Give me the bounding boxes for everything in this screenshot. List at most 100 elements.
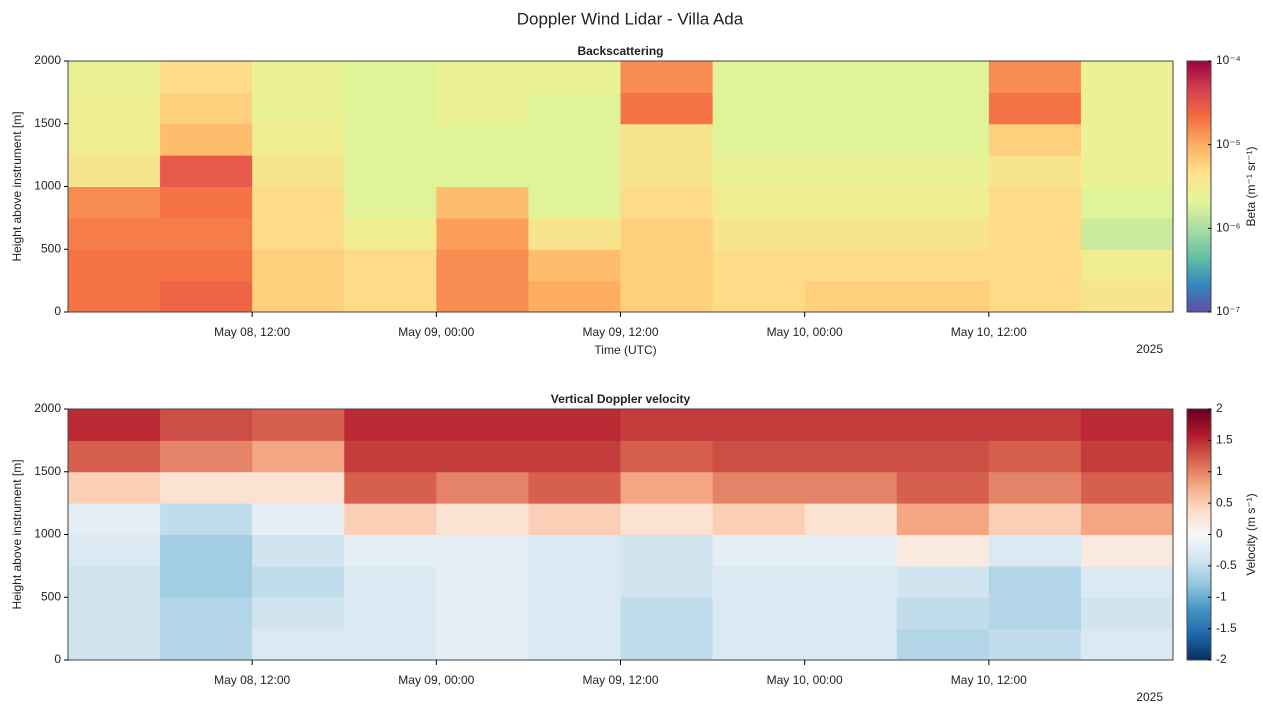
heatmap-cell [344, 123, 437, 156]
heatmap-cell [712, 155, 806, 187]
heatmap-cell [528, 409, 621, 441]
heatmap-cell [344, 92, 437, 125]
heatmap-cell [436, 628, 529, 661]
heatmap-cell [712, 628, 806, 661]
heatmap-cell [528, 155, 621, 187]
y-tick-label: 500 [41, 589, 61, 603]
heatmap-cell [896, 440, 990, 473]
heatmap-cell [1080, 565, 1174, 598]
x-offset-label: 2025 [1136, 342, 1163, 356]
heatmap-cell [160, 186, 253, 219]
heatmap-cell [68, 471, 161, 504]
heatmap-cell [988, 534, 1082, 567]
heatmap-cell [344, 628, 437, 661]
heatmap-cell [1080, 249, 1174, 282]
subplot-title: Backscattering [577, 44, 663, 58]
heatmap-cell [712, 61, 806, 93]
heatmap-cell [344, 565, 437, 598]
heatmap-cell [620, 280, 714, 313]
heatmap-cell [160, 628, 253, 661]
heatmap-cell [68, 280, 161, 313]
x-tick-label: May 08, 12:00 [214, 673, 290, 687]
heatmap-cell [896, 123, 990, 156]
heatmap-cell [1080, 92, 1174, 125]
heatmap-cell [528, 628, 621, 661]
heatmap-cell [528, 217, 621, 250]
heatmap-cell [436, 92, 529, 125]
heatmap-cell [896, 534, 990, 567]
heatmap-cell [436, 565, 529, 598]
heatmap-cell [436, 280, 529, 313]
heatmap-cell [344, 249, 437, 282]
heatmap-cell [896, 61, 990, 93]
heatmap-cell [528, 92, 621, 125]
heatmap-cell [436, 503, 529, 535]
heatmap-cell [712, 597, 806, 630]
heatmap-cell [1080, 628, 1174, 661]
heatmap-cell [252, 249, 345, 282]
heatmap-cell [160, 249, 253, 282]
heatmap-cell [436, 409, 529, 441]
heatmap-cell [252, 92, 345, 125]
heatmap-cell [252, 155, 345, 187]
x-tick-label: May 09, 00:00 [398, 673, 474, 687]
heatmap-cell [252, 123, 345, 156]
heatmap-cell [160, 471, 253, 504]
heatmap-cell [896, 503, 990, 535]
heatmap-cell [804, 280, 898, 313]
heatmap-cell [620, 597, 714, 630]
heatmap-cell [436, 123, 529, 156]
heatmap-cell [344, 409, 437, 441]
heatmap-cell [896, 217, 990, 250]
heatmap-cell [988, 217, 1082, 250]
heatmap-cell [712, 123, 806, 156]
heatmap-cell [988, 155, 1082, 187]
heatmap-cell [160, 92, 253, 125]
heatmap-cell [160, 565, 253, 598]
y-tick-label: 0 [54, 652, 61, 666]
heatmap-cell [988, 565, 1082, 598]
heatmap-cell [988, 123, 1082, 156]
heatmap-cell [712, 471, 806, 504]
heatmap-cell [160, 597, 253, 630]
heatmap-cell [620, 565, 714, 598]
heatmap-cell [896, 280, 990, 313]
page-title: Doppler Wind Lidar - Villa Ada [517, 9, 744, 28]
heatmap-cell [988, 471, 1082, 504]
heatmap-cell [804, 409, 898, 441]
heatmap-cell [712, 92, 806, 125]
heatmap-cell [1080, 440, 1174, 473]
heatmap-cell [804, 628, 898, 661]
heatmap-cell [344, 217, 437, 250]
heatmap-cell [160, 440, 253, 473]
heatmap-cell [896, 471, 990, 504]
heatmap-cell [68, 628, 161, 661]
heatmap-cell [896, 249, 990, 282]
y-tick-label: 500 [41, 241, 61, 255]
heatmap-cell [804, 534, 898, 567]
heatmap-cell [252, 503, 345, 535]
x-tick-label: May 10, 12:00 [951, 673, 1027, 687]
y-axis-label: Height above instrument [m] [10, 459, 24, 609]
heatmap-cell [68, 249, 161, 282]
x-tick-label: May 10, 12:00 [951, 325, 1027, 339]
colorbar-tick-label: 1.5 [1216, 433, 1233, 447]
heatmap-cell [252, 628, 345, 661]
heatmap-cell [988, 597, 1082, 630]
heatmap-cell [160, 280, 253, 313]
heatmap-cell [528, 186, 621, 219]
heatmap-cell [804, 503, 898, 535]
heatmap-cell [804, 565, 898, 598]
heatmap-cell [1080, 503, 1174, 535]
heatmap-cell [68, 409, 161, 441]
heatmap-cell [436, 186, 529, 219]
heatmap-cell [344, 61, 437, 93]
colorbar [1186, 408, 1212, 661]
heatmap-cell [988, 249, 1082, 282]
colorbar-tick-label: 1 [1216, 464, 1223, 478]
heatmap-cell [896, 186, 990, 219]
heatmap-cell [436, 471, 529, 504]
y-axis-label: Height above instrument [m] [10, 111, 24, 261]
heatmap-cell [620, 186, 714, 219]
heatmap-cell [160, 123, 253, 156]
